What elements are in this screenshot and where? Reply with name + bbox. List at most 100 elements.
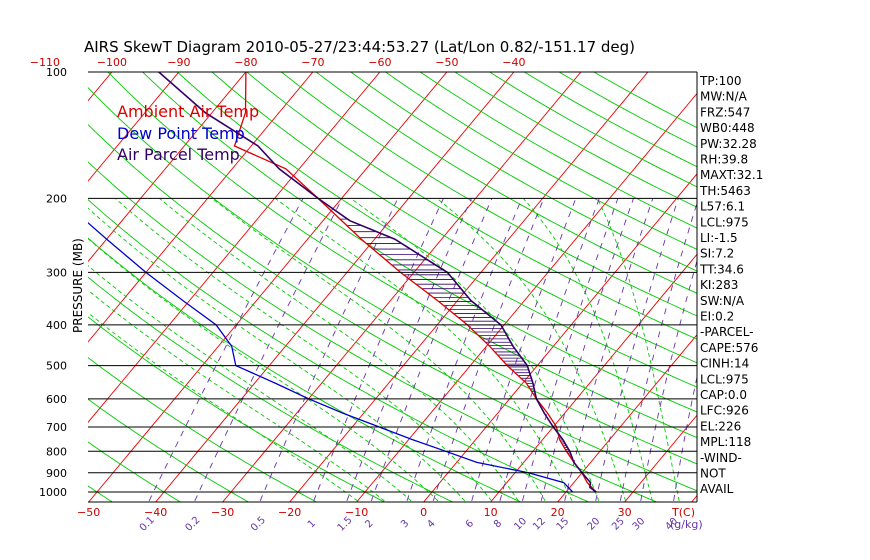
legend-air-parcel-temp: Air Parcel Temp <box>117 145 240 164</box>
stability-index: CAPE:576 <box>700 341 758 355</box>
stability-index: SI:7.2 <box>700 247 734 261</box>
stability-index: MW:N/A <box>700 90 748 104</box>
dry-adiabat-line <box>88 441 182 502</box>
top-temp-tick-label: −70 <box>301 56 324 69</box>
legend-ambient-air-temp: Ambient Air Temp <box>117 102 259 121</box>
isotherm-line <box>88 72 247 263</box>
bottom-temp-tick-label: −10 <box>345 506 368 519</box>
dry-adiabat-line <box>107 72 697 439</box>
dry-adiabat-line <box>88 357 318 502</box>
dry-adiabat-line <box>88 316 386 502</box>
isotherm-line <box>88 72 381 424</box>
moist-adiabat-line <box>522 198 653 501</box>
mixing-ratio-tick-label: 30 <box>631 516 648 533</box>
mixing-ratio-line <box>619 201 697 502</box>
stability-index: NOT <box>700 467 726 481</box>
mixing-ratio-line <box>432 198 545 502</box>
mixing-ratio-tick-label: 20 <box>586 516 603 533</box>
moist-adiabat-line <box>88 265 412 502</box>
mixing-ratio-tick-label: 1 <box>306 518 318 530</box>
top-temp-tick-label: −50 <box>435 56 458 69</box>
dry-adiabat-line <box>350 72 697 272</box>
dry-adiabat-line <box>315 72 697 294</box>
pressure-tick-label: 700 <box>46 421 67 434</box>
mixing-ratio-tick-label: 8 <box>492 518 504 530</box>
stability-index: PW:32.28 <box>700 137 757 151</box>
mixing-ratio-line <box>259 198 399 502</box>
stability-index: L57:6.1 <box>700 200 745 214</box>
dry-adiabat-line <box>88 199 590 502</box>
top-temp-tick-labels: −120−110−100−90−80−70−60−50−40 <box>30 56 526 69</box>
pressure-tick-label: 1000 <box>39 486 67 499</box>
isotherm-line <box>88 72 180 182</box>
pressure-tick-label: 300 <box>46 266 67 279</box>
stability-index: MPL:118 <box>700 435 751 449</box>
bottom-temp-tick-label: −30 <box>211 506 234 519</box>
cape-hatch <box>340 218 586 478</box>
stability-index: RH:39.8 <box>700 153 748 167</box>
bottom-temp-tick-label: −50 <box>77 506 100 519</box>
stability-index: LI:-1.5 <box>700 231 738 245</box>
dry-adiabat-line <box>592 72 697 129</box>
dry-adiabat-line <box>176 72 697 388</box>
isobar-lines <box>88 71 698 503</box>
isotherm-line <box>0 31 12 509</box>
stability-index: MAXT:32.1 <box>700 168 763 182</box>
bottom-temp-tick-label: 10 <box>484 506 498 519</box>
pressure-tick-label: 500 <box>46 360 67 373</box>
bottom-temp-tick-label: −20 <box>278 506 301 519</box>
pressure-tick-label: 900 <box>46 467 67 480</box>
mixing-ratio-line <box>673 375 697 501</box>
pressure-tick-labels: 100 200 300 400 500 600 700 800 900 1000 <box>39 66 67 499</box>
dry-adiabat-line <box>384 72 697 250</box>
pressure-tick-label: 200 <box>46 192 67 205</box>
top-temp-tick-label: −90 <box>167 56 190 69</box>
stability-index: AVAIL <box>700 482 734 496</box>
mixing-ratio-lines <box>148 198 697 502</box>
moist-adiabat-line <box>274 198 573 502</box>
moist-adiabat-lines <box>88 198 680 502</box>
mixing-ratio-tick-label: 12 <box>531 516 548 533</box>
moist-adiabat-line <box>114 198 492 502</box>
isotherm-line <box>155 72 515 502</box>
stability-index: TH:5463 <box>699 184 751 198</box>
series-line-dew-point-temp <box>88 221 574 493</box>
legend-dew-point-temp: Dew Point Temp <box>117 124 245 143</box>
sounding-series <box>88 72 597 493</box>
isotherm-line <box>820 31 870 509</box>
mixing-ratio-line <box>564 198 654 502</box>
stability-index: TT:34.6 <box>699 262 744 276</box>
mixing-ratio-line <box>148 198 304 502</box>
bottom-temp-tick-label: 30 <box>618 506 632 519</box>
dry-adiabat-line <box>88 123 697 492</box>
dry-adiabat-line <box>88 86 697 465</box>
dry-adiabat-line <box>280 72 697 317</box>
dry-adiabat-line <box>88 398 250 502</box>
dry-adiabat-line <box>246 72 697 340</box>
isotherm-line <box>753 31 870 509</box>
mixing-ratio-tick-label: 3 <box>399 518 411 530</box>
bottom-unit-label: T(C) <box>671 506 695 519</box>
stability-index: TP:100 <box>699 74 742 88</box>
y-axis-label: PRESSURE (MB) <box>71 238 85 333</box>
bottom-temp-tick-labels: −50 −40 −30 −20 −10 0 10 20 30 <box>77 506 632 519</box>
dry-adiabat-line <box>88 276 454 502</box>
isotherm-line <box>88 72 314 343</box>
mixing-ratio-line <box>346 198 472 502</box>
series-line-ambient-air-temp <box>233 72 597 493</box>
bottom-temp-tick-label: 0 <box>420 506 427 519</box>
isotherm-line <box>624 414 697 502</box>
mixing-ratio-line <box>471 198 577 502</box>
stability-index: LCL:975 <box>700 215 749 229</box>
stability-index: SW:N/A <box>700 294 745 308</box>
isotherm-line <box>88 72 448 502</box>
pressure-tick-label: 100 <box>46 66 67 79</box>
moist-adiabat-line <box>88 289 385 502</box>
mixing-ratio-line <box>499 198 600 502</box>
mixing-ratio-line <box>540 198 634 502</box>
isotherm-line <box>490 253 697 502</box>
top-temp-tick-label: −40 <box>502 56 525 69</box>
stability-index: -PARCEL- <box>700 325 754 339</box>
